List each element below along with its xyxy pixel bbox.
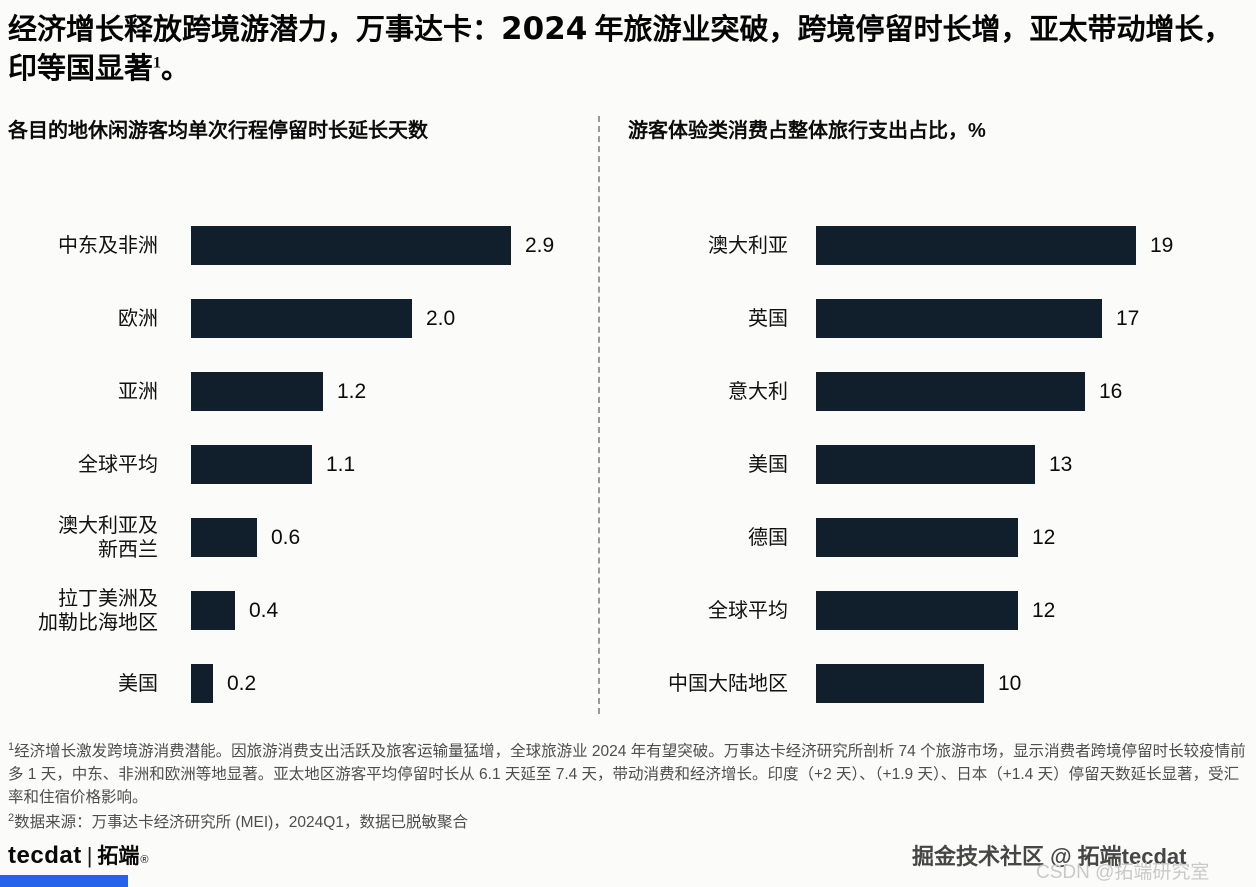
dashed-divider	[598, 116, 600, 714]
footnote-1-text: 经济增长激发跨境游消费潜能。因旅游消费支出活跃及旅客运输量猛增，全球旅游业 20…	[8, 743, 1246, 806]
bar	[816, 518, 1018, 557]
category-label: 英国	[748, 307, 788, 330]
value-label: 19	[1150, 233, 1174, 257]
bar	[816, 372, 1085, 411]
category-label: 德国	[748, 526, 788, 549]
bar	[191, 445, 312, 484]
logo-text-en: tecdat	[8, 842, 82, 869]
value-label: 0.6	[271, 525, 301, 549]
title-suffix: 。	[161, 53, 191, 85]
logo-separator: |	[86, 843, 93, 868]
bar-row: 全球平均 12	[628, 591, 1248, 630]
footnotes: 1经济增长激发跨境游消费潜能。因旅游消费支出活跃及旅客运输量猛增，全球旅游业 2…	[8, 740, 1246, 834]
bar-row: 英国 17	[628, 299, 1248, 338]
bar-chart-left: 中东及非洲 2.9 欧洲 2.0 亚洲 1.2 全球平均 1.1 澳大利亚及 新西兰 0.6 拉丁美…	[8, 226, 586, 703]
value-label: 13	[1049, 452, 1073, 476]
value-label: 10	[998, 671, 1022, 695]
chart-stay-length: 各目的地休闲游客均单次行程停留时长延长天数 中东及非洲 2.9 欧洲 2.0 亚洲 1.2…	[8, 112, 586, 726]
category-label: 中东及非洲	[58, 234, 158, 257]
category-label: 意大利	[728, 380, 788, 403]
value-label: 17	[1116, 306, 1140, 330]
tecdat-logo: tecdat | 拓端 ®	[8, 840, 149, 870]
value-label: 1.2	[337, 379, 367, 403]
bar	[191, 372, 323, 411]
category-label: 美国	[748, 453, 788, 476]
chart-experience-spend: 游客体验类消费占整体旅行支出占比，% 澳大利亚 19 英国 17 意大利 16 美国 13 德国…	[610, 112, 1248, 726]
value-label: 0.4	[249, 598, 279, 622]
logo-text-cn: 拓端	[97, 845, 140, 868]
bar-row: 美国 13	[628, 445, 1248, 484]
category-label: 中国大陆地区	[668, 672, 788, 695]
title-footnote-marker: 1	[153, 54, 162, 72]
page-title: 经济增长释放跨境游潜力，万事达卡：2024 年旅游业突破，跨境停留时长增，亚太带…	[8, 10, 1238, 89]
bar	[816, 445, 1035, 484]
bar-row: 欧洲 2.0	[8, 299, 586, 338]
bar-row: 中国大陆地区 10	[628, 664, 1248, 703]
category-label: 澳大利亚	[708, 234, 788, 257]
bar-row: 德国 12	[628, 518, 1248, 557]
bar-row: 亚洲 1.2	[8, 372, 586, 411]
category-label: 全球平均	[708, 599, 788, 622]
category-label: 拉丁美洲及 加勒比海地区	[38, 587, 158, 634]
watermark-juejin: 掘金技术社区 @ 拓端tecdat	[912, 844, 1187, 869]
bar	[816, 591, 1018, 630]
bar-row: 中东及非洲 2.9	[8, 226, 586, 265]
bar	[191, 591, 235, 630]
footnote-1: 1经济增长激发跨境游消费潜能。因旅游消费支出活跃及旅客运输量猛增，全球旅游业 2…	[8, 740, 1246, 809]
footnote-1-marker: 1	[8, 740, 15, 753]
bar	[816, 226, 1136, 265]
footer-accent-strip	[0, 875, 128, 887]
bar-row: 意大利 16	[628, 372, 1248, 411]
value-label: 12	[1032, 525, 1056, 549]
bar	[191, 518, 257, 557]
category-label: 美国	[118, 672, 158, 695]
value-label: 16	[1099, 379, 1123, 403]
value-label: 2.9	[525, 233, 555, 257]
category-label: 欧洲	[118, 307, 158, 330]
title-text-after: 年旅游业突破，跨境停留时长增，亚太带动增长，印等国显著	[8, 14, 1233, 85]
bar-row: 美国 0.2	[8, 664, 586, 703]
bar-row: 澳大利亚及 新西兰 0.6	[8, 515, 586, 561]
footnote-2-marker: 2	[8, 811, 15, 824]
chart-title-right: 游客体验类消费占整体旅行支出占比，%	[628, 120, 986, 142]
value-label: 1.1	[326, 452, 356, 476]
title-text-before: 经济增长释放跨境游潜力，万事达卡：	[8, 14, 502, 46]
value-label: 2.0	[426, 306, 456, 330]
bar	[191, 299, 412, 338]
value-label: 0.2	[227, 671, 257, 695]
footnote-2: 2数据来源：万事达卡经济研究所 (MEI)，2024Q1，数据已脱敏聚合	[8, 811, 1246, 834]
bar	[816, 299, 1102, 338]
category-label: 亚洲	[118, 380, 158, 403]
bar	[816, 664, 984, 703]
chart-title-left: 各目的地休闲游客均单次行程停留时长延长天数	[8, 120, 428, 142]
bar-row: 拉丁美洲及 加勒比海地区 0.4	[8, 588, 586, 634]
value-label: 12	[1032, 598, 1056, 622]
category-label: 全球平均	[78, 453, 158, 476]
bar-row: 澳大利亚 19	[628, 226, 1248, 265]
charts-section: 各目的地休闲游客均单次行程停留时长延长天数 中东及非洲 2.9 欧洲 2.0 亚洲 1.2…	[8, 112, 1248, 726]
watermark-csdn: CSDN @拓端研究室	[1036, 862, 1210, 883]
footnote-2-text: 数据来源：万事达卡经济研究所 (MEI)，2024Q1，数据已脱敏聚合	[14, 814, 468, 831]
bar	[191, 226, 511, 265]
registered-mark-icon: ®	[140, 854, 149, 866]
title-year: 2024	[501, 11, 588, 47]
category-label: 澳大利亚及 新西兰	[58, 514, 158, 561]
bar-row: 全球平均 1.1	[8, 445, 586, 484]
bar	[191, 664, 213, 703]
bar-chart-right: 澳大利亚 19 英国 17 意大利 16 美国 13 德国 12 全球平均 12 中国大陆地区 10	[628, 226, 1248, 703]
